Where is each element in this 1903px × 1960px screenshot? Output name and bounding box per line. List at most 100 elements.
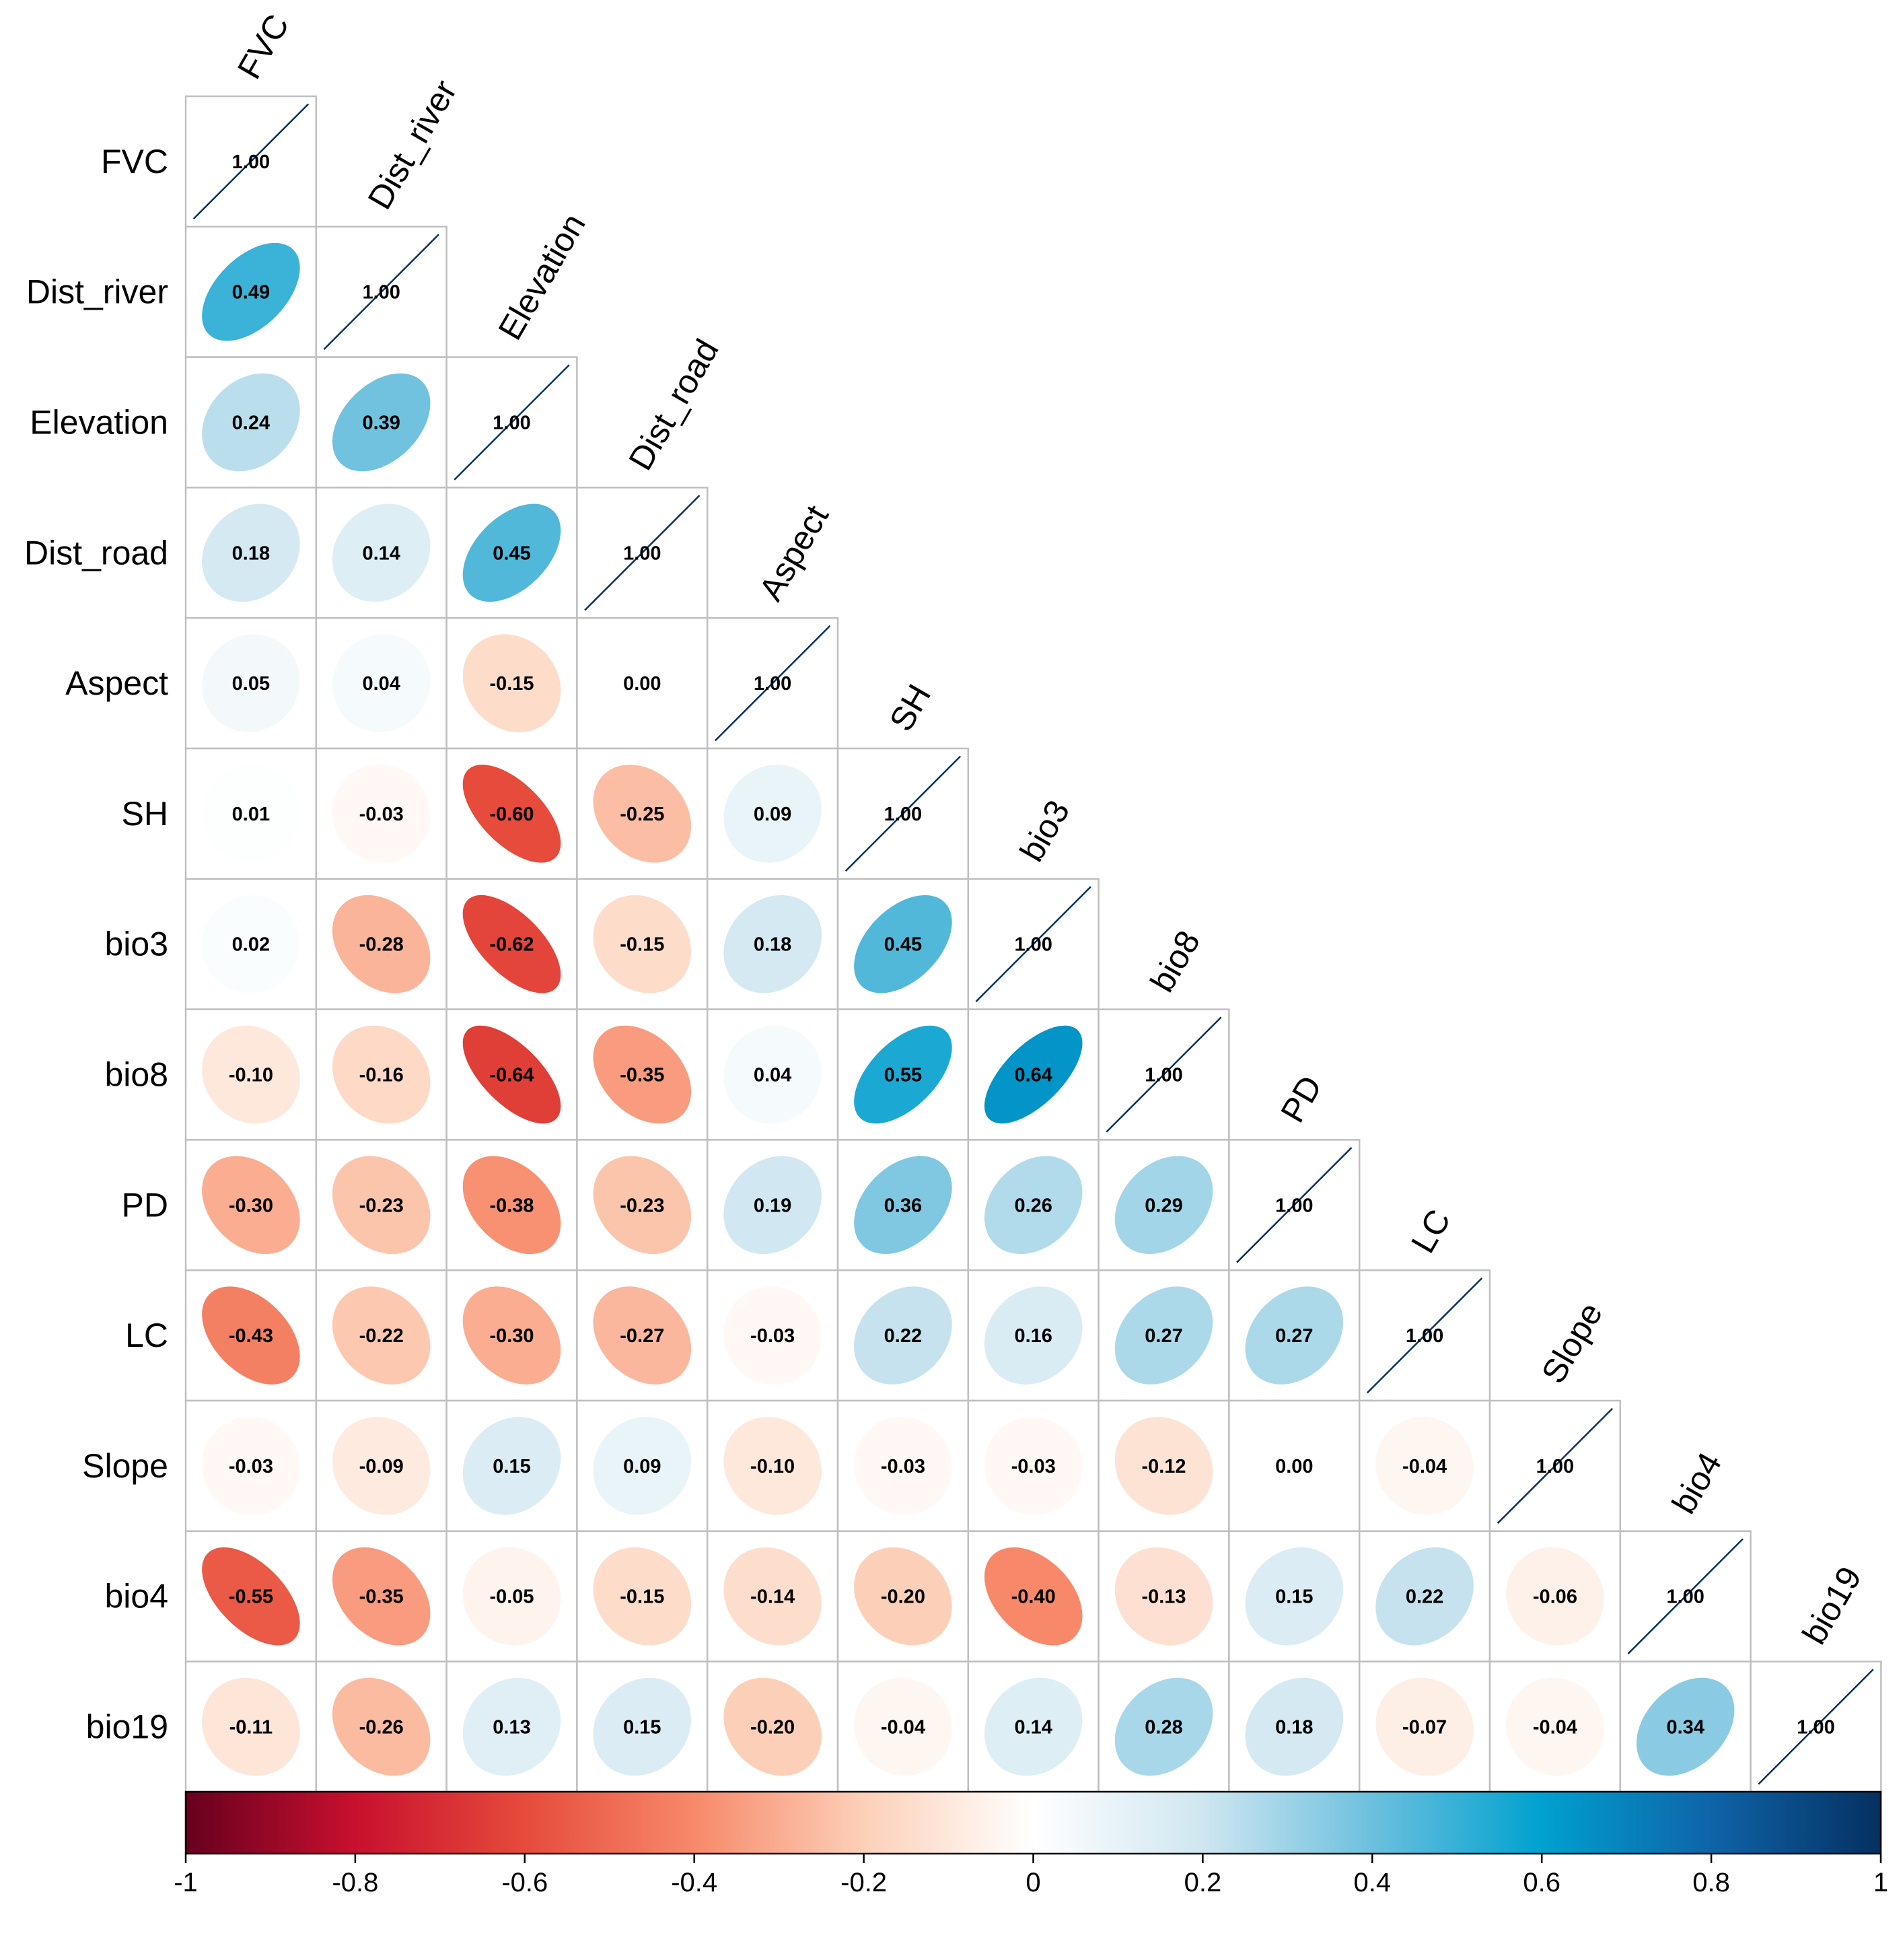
correlation-value-label: 0.18 — [232, 542, 270, 564]
matrix-cell: -0.09 — [315, 1399, 447, 1533]
matrix-cell: -0.12 — [1098, 1399, 1230, 1533]
correlation-ellipse — [984, 1156, 1083, 1255]
correlation-value-label: 1.00 — [1797, 1717, 1834, 1739]
correlation-value-label: 1.00 — [1406, 1325, 1443, 1347]
correlation-ellipse — [1245, 1677, 1344, 1776]
diagonal-line — [1627, 1538, 1744, 1654]
correlation-ellipse — [984, 1677, 1083, 1776]
correlation-value-label: -0.14 — [750, 1586, 795, 1608]
correlation-ellipse — [462, 634, 561, 732]
matrix-cell: 0.09 — [576, 1399, 709, 1533]
matrix-cell: -0.10 — [184, 1008, 318, 1141]
correlation-value-label: -0.26 — [359, 1717, 404, 1739]
matrix-cell: 0.18 — [1228, 1660, 1361, 1793]
correlation-value-label: -0.43 — [229, 1325, 273, 1347]
correlation-value-label: 1.00 — [754, 673, 791, 695]
row-label: SH — [122, 795, 168, 833]
matrix-cell: 0.19 — [706, 1139, 839, 1271]
row-label: Slope — [82, 1447, 168, 1485]
correlation-ellipse — [202, 1286, 300, 1385]
correlation-ellipse — [332, 1156, 431, 1255]
correlation-value-label: -0.04 — [1533, 1717, 1577, 1739]
correlation-ellipse — [332, 1025, 431, 1124]
colorbar-tick-label: -0.6 — [501, 1868, 548, 1897]
correlation-value-label: 0.05 — [232, 673, 270, 695]
correlation-value-label: -0.60 — [489, 804, 534, 825]
correlation-value-label: 1.00 — [1145, 1065, 1182, 1086]
diagonal-line — [1366, 1277, 1483, 1394]
colorbar-tick-label: -0.4 — [671, 1868, 717, 1897]
matrix-cell: 1.00 — [1750, 1660, 1882, 1793]
correlation-value-label: -0.62 — [489, 934, 534, 956]
correlation-value-label: 0.24 — [232, 413, 270, 434]
column-label: bio3 — [1013, 794, 1077, 868]
matrix-cell: -0.03 — [836, 1399, 970, 1533]
correlation-value-label: 0.16 — [1014, 1325, 1052, 1347]
correlation-ellipse — [984, 1025, 1083, 1124]
correlation-value-label: -0.30 — [489, 1325, 534, 1347]
correlation-value-label: -0.07 — [1402, 1717, 1447, 1739]
correlation-ellipse — [1506, 1677, 1604, 1776]
matrix-cell: -0.04 — [1358, 1399, 1491, 1533]
matrix-cell: -0.11 — [184, 1660, 318, 1793]
correlation-ellipse — [854, 1677, 952, 1776]
correlation-value-label: 0.15 — [623, 1717, 661, 1739]
correlation-ellipse — [202, 765, 300, 863]
row-label: Elevation — [30, 404, 168, 442]
correlation-value-label: 0.00 — [623, 673, 661, 695]
correlation-value-label: -0.03 — [750, 1325, 795, 1347]
correlation-ellipse — [593, 1025, 692, 1124]
correlation-ellipse — [332, 373, 431, 472]
correlation-ellipse — [332, 503, 431, 602]
correlation-value-label: 1.00 — [884, 804, 922, 825]
matrix-cell: -0.35 — [315, 1530, 447, 1663]
column-label: Dist_river — [361, 73, 464, 215]
correlation-ellipse — [1114, 1286, 1213, 1385]
correlation-value-label: -0.10 — [750, 1456, 795, 1477]
correlation-ellipse — [1375, 1547, 1474, 1646]
diagonal-line — [845, 755, 962, 872]
correlation-value-label: 1.00 — [1536, 1456, 1574, 1477]
correlation-value-label: -0.23 — [620, 1195, 664, 1216]
colorbar-tick-label: 0.4 — [1353, 1868, 1391, 1897]
diagonal-line — [323, 234, 439, 350]
correlation-ellipse — [723, 1677, 822, 1776]
correlation-value-label: 1.00 — [1014, 934, 1052, 956]
correlation-ellipse — [202, 503, 300, 602]
matrix-cell: -0.03 — [967, 1399, 1100, 1533]
matrix-cell: -0.30 — [184, 1139, 318, 1271]
correlation-value-label: 1.00 — [623, 542, 661, 564]
correlation-value-label: -0.38 — [489, 1195, 534, 1216]
correlation-value-label: 0.04 — [754, 1065, 791, 1086]
correlation-ellipse — [332, 634, 431, 732]
matrix-cell: 0.16 — [967, 1269, 1100, 1402]
diagonal-line — [1236, 1147, 1353, 1263]
matrix-cell: -0.03 — [706, 1269, 839, 1402]
correlation-ellipse — [202, 1547, 300, 1646]
matrix-cell: 1.00 — [706, 617, 839, 750]
correlation-value-label: -0.20 — [881, 1586, 925, 1608]
correlation-value-label: 1.00 — [362, 282, 400, 304]
correlation-value-label: 0.15 — [1275, 1586, 1313, 1608]
matrix-cell: 0.15 — [576, 1660, 709, 1793]
correlation-value-label: -0.27 — [620, 1325, 664, 1347]
correlation-value-label: -0.23 — [359, 1195, 404, 1216]
column-label: PD — [1273, 1070, 1329, 1129]
correlation-ellipse — [462, 1417, 561, 1515]
correlation-value-label: -0.04 — [1402, 1456, 1447, 1477]
matrix-cell: 0.01 — [184, 747, 318, 880]
correlation-value-label: 0.29 — [1145, 1195, 1182, 1216]
column-label: Aspect — [752, 499, 836, 606]
correlation-value-label: -0.22 — [359, 1325, 404, 1347]
diagonal-line — [584, 495, 701, 611]
matrix-cell: 0.04 — [706, 1008, 839, 1141]
correlation-value-label: 0.45 — [884, 934, 922, 956]
correlation-ellipse — [332, 1547, 431, 1646]
correlation-value-label: 0.55 — [884, 1065, 922, 1086]
correlation-ellipse — [723, 1025, 822, 1124]
matrix-cell: -0.05 — [445, 1530, 578, 1663]
diagonal-line — [714, 625, 831, 742]
matrix-cell: -0.28 — [315, 878, 447, 1010]
matrix-cell: -0.60 — [445, 747, 578, 880]
